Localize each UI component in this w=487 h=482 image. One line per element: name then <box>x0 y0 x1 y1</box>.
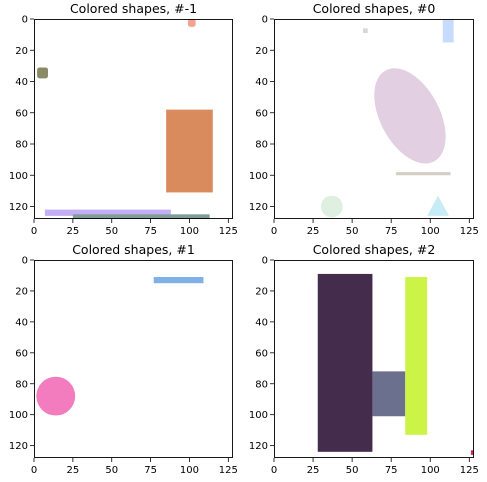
y-tick-label: 120 <box>9 202 28 213</box>
rectangle-shape <box>395 172 451 176</box>
x-tick-label: 25 <box>67 226 80 237</box>
x-tick-label: 75 <box>385 226 398 237</box>
y-tick-label: 80 <box>255 140 268 151</box>
panel-colored-shapes-minus-1: Colored shapes, #-1 0 25 50 75 100 125 0 20 40 60… <box>9 1 238 237</box>
y-tick-label: 60 <box>255 108 268 119</box>
x-tick-label: 0 <box>31 465 37 476</box>
y-tick-label: 40 <box>15 317 28 328</box>
plot-frame <box>274 260 474 458</box>
panel-title: Colored shapes, #-1 <box>70 1 197 16</box>
rectangle-shape <box>72 214 210 219</box>
rectangle-shape <box>470 450 474 455</box>
y-tick-label: 40 <box>15 77 28 88</box>
x-tick-label: 125 <box>460 465 479 476</box>
x-tick-label: 75 <box>385 465 398 476</box>
y-tick-label: 80 <box>15 379 28 390</box>
y-tick-label: 80 <box>15 140 28 151</box>
panel-title: Colored shapes, #2 <box>313 242 436 257</box>
y-tick-label: 0 <box>22 15 28 26</box>
rectangle-shape <box>372 371 406 417</box>
x-tick-label: 125 <box>460 226 479 237</box>
y-tick-label: 60 <box>15 108 28 119</box>
rectangle-shape <box>153 277 204 284</box>
y-tick-label: 20 <box>255 46 268 57</box>
y-tick-label: 20 <box>15 286 28 297</box>
x-tick-label: 50 <box>105 226 118 237</box>
x-tick-label: 50 <box>346 465 359 476</box>
y-tick-label: 100 <box>9 410 28 421</box>
rectangle-shape <box>442 19 454 43</box>
rectangle-shape <box>405 277 428 435</box>
x-tick-label: 50 <box>346 226 359 237</box>
x-tick-label: 25 <box>67 465 80 476</box>
x-tick-label: 125 <box>219 226 238 237</box>
y-tick-label: 80 <box>255 379 268 390</box>
circle-shape <box>320 195 343 218</box>
rectangle-shape <box>363 28 368 34</box>
x-tick-label: 100 <box>180 226 199 237</box>
panel-colored-shapes-2: Colored shapes, #2 0 25 50 75 100 125 0 20 40 60 8… <box>249 242 479 476</box>
y-tick-label: 0 <box>262 15 268 26</box>
y-tick-label: 0 <box>22 256 28 267</box>
y-tick-label: 60 <box>15 348 28 359</box>
x-tick-label: 100 <box>421 465 440 476</box>
x-tick-label: 50 <box>105 465 118 476</box>
y-tick-label: 120 <box>9 441 28 452</box>
blob-shape <box>37 67 48 79</box>
y-tick-label: 20 <box>15 46 28 57</box>
panel-title: Colored shapes, #1 <box>72 242 195 257</box>
rectangle-shape <box>317 273 373 452</box>
y-tick-label: 20 <box>255 286 268 297</box>
x-tick-label: 125 <box>219 465 238 476</box>
x-tick-label: 75 <box>144 226 157 237</box>
x-tick-label: 0 <box>31 226 37 237</box>
rectangle-shape <box>44 209 171 216</box>
plot-frame <box>34 19 233 219</box>
x-tick-label: 0 <box>271 465 277 476</box>
panel-colored-shapes-0: Colored shapes, #0 0 25 50 75 100 125 0 20 40 60 8… <box>249 1 479 237</box>
y-tick-label: 120 <box>249 441 268 452</box>
y-tick-label: 0 <box>262 256 268 267</box>
circle-shape <box>36 376 76 416</box>
x-tick-label: 100 <box>180 465 199 476</box>
y-tick-label: 100 <box>249 171 268 182</box>
triangle-shape <box>427 195 449 216</box>
blob-shape <box>187 19 196 27</box>
plot-background <box>274 260 474 458</box>
panel-colored-shapes-1: Colored shapes, #1 0 25 50 75 100 125 0 20 40 60 8… <box>9 242 238 476</box>
y-tick-label: 40 <box>255 317 268 328</box>
plot-background <box>34 260 233 458</box>
ellipse-shape <box>374 68 446 164</box>
plot-frame <box>34 260 233 458</box>
x-tick-label: 25 <box>307 226 320 237</box>
y-tick-label: 100 <box>249 410 268 421</box>
rectangle-shape <box>166 109 213 193</box>
y-tick-label: 120 <box>249 202 268 213</box>
x-tick-label: 25 <box>307 465 320 476</box>
y-tick-label: 40 <box>255 77 268 88</box>
y-tick-label: 60 <box>255 348 268 359</box>
plot-frame <box>274 19 474 219</box>
y-tick-label: 100 <box>9 171 28 182</box>
plot-background <box>274 19 474 219</box>
x-tick-label: 75 <box>144 465 157 476</box>
x-tick-label: 0 <box>271 226 277 237</box>
panel-title: Colored shapes, #0 <box>313 1 436 16</box>
x-tick-label: 100 <box>421 226 440 237</box>
